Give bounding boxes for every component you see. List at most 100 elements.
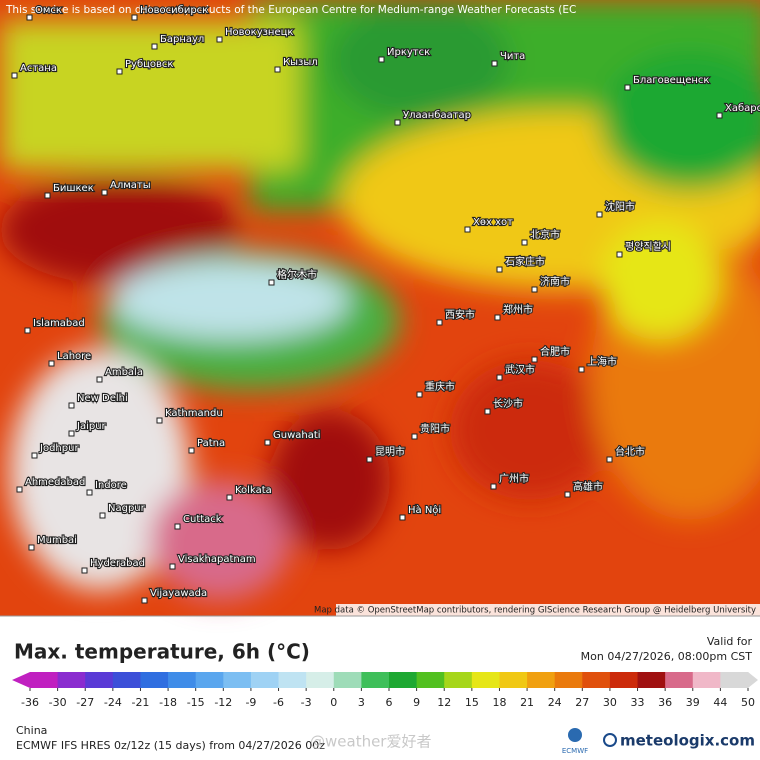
place-label: Улаанбаатар — [403, 110, 471, 121]
place-label: 昆明市 — [375, 445, 405, 458]
place-marker — [81, 567, 88, 574]
colorbar-tick-label: 44 — [713, 696, 727, 709]
colorbar-segment — [499, 672, 528, 688]
colorbar-tick-label: 12 — [437, 696, 451, 709]
brand: meteologix.com — [620, 732, 755, 750]
colorbar-end — [12, 672, 30, 688]
place-label: Guwahati — [273, 430, 321, 441]
colorbar-segment — [57, 672, 86, 688]
brand-logo — [603, 733, 617, 747]
place-label: Новокузнецк — [225, 27, 293, 38]
colorbar: -36 -30 -27 -24 -21 -18 -15 -12 -9 -6 -3 0 3 6 9 12 15 18… — [12, 672, 758, 709]
notice: This service is based on data and produc… — [5, 4, 576, 16]
map: This service is based on data and produc… — [0, 0, 760, 616]
watermark: @weather爱好者 — [310, 733, 431, 751]
place-marker — [141, 597, 148, 604]
place-marker — [411, 433, 418, 440]
place-label: Хабаровск — [725, 103, 760, 114]
place-marker — [44, 192, 51, 199]
colorbar-segment — [416, 672, 445, 688]
place-marker — [268, 279, 275, 286]
place-label: 沈阳市 — [605, 200, 635, 213]
colorbar-segment — [85, 672, 114, 688]
place-marker — [264, 439, 271, 446]
place-label: Ahmedabad — [25, 477, 85, 488]
place-marker — [116, 68, 123, 75]
place-label: 上海市 — [587, 355, 617, 368]
place-marker — [274, 66, 281, 73]
colorbar-segment — [140, 672, 169, 688]
place-label: Jaipur — [76, 421, 107, 432]
valid-label: Valid for — [707, 635, 753, 648]
colorbar-tick-label: -30 — [49, 696, 67, 709]
place-marker — [11, 72, 18, 79]
colorbar-tick-label: 27 — [575, 696, 589, 709]
place-marker — [484, 408, 491, 415]
place-marker — [16, 486, 23, 493]
place-label: Рубцовск — [125, 59, 173, 70]
colorbar-tick-label: 3 — [358, 696, 365, 709]
colorbar-segment — [609, 672, 639, 688]
region: China — [16, 724, 47, 737]
place-label: Mumbai — [37, 535, 77, 546]
place-marker — [531, 356, 538, 363]
place-marker — [464, 226, 471, 233]
place-marker — [216, 36, 223, 43]
colorbar-segment — [554, 672, 583, 688]
colorbar-tick-label: 33 — [631, 696, 645, 709]
place-label: 合肥市 — [540, 345, 570, 358]
place-label: 西安市 — [445, 308, 475, 321]
place-label: Хөх хот — [473, 217, 513, 228]
place-marker — [68, 402, 75, 409]
place-marker — [174, 523, 181, 530]
place-marker — [101, 189, 108, 196]
colorbar-segment — [665, 672, 694, 688]
place-label: Indore — [95, 480, 127, 491]
colorbar-tick-label: -18 — [159, 696, 177, 709]
place-label: Nagpur — [108, 503, 146, 514]
place-label: Омск — [35, 5, 62, 16]
ecmwf-label: ECMWF — [562, 747, 588, 755]
place-marker — [716, 112, 723, 119]
colorbar-tick-label: 0 — [330, 696, 337, 709]
place-marker — [578, 366, 585, 373]
place-label: Ambala — [105, 367, 143, 378]
colorbar-tick-label: 21 — [520, 696, 534, 709]
place-label: Visakhapatnam — [178, 554, 256, 565]
colorbar-tick-label: 9 — [413, 696, 420, 709]
colorbar-tick-label: 18 — [492, 696, 506, 709]
colorbar-tick-label: 6 — [386, 696, 393, 709]
colorbar-tick-label: -21 — [131, 696, 149, 709]
place-marker — [28, 544, 35, 551]
colorbar-tick-label: -12 — [214, 696, 232, 709]
place-marker — [616, 251, 623, 258]
colorbar-tick-label: -3 — [301, 696, 312, 709]
colorbar-segment — [444, 672, 473, 688]
colorbar-segment — [112, 672, 141, 688]
colorbar-tick-label: -9 — [245, 696, 256, 709]
place-label: Барнаул — [160, 34, 204, 45]
place-marker — [496, 266, 503, 273]
title: Max. temperature, 6h (°C) — [14, 640, 310, 664]
colorbar-tick-label: 24 — [548, 696, 562, 709]
place-marker — [96, 376, 103, 383]
colorbar-tick-label: 15 — [465, 696, 479, 709]
place-marker — [436, 319, 443, 326]
place-label: 长沙市 — [493, 397, 523, 410]
place-marker — [24, 327, 31, 334]
place-label: 郑州市 — [503, 303, 533, 316]
place-label: 重庆市 — [425, 380, 455, 393]
place-label: 北京市 — [530, 228, 560, 241]
colorbar-tick-label: 30 — [603, 696, 617, 709]
colorbar-segment — [250, 672, 280, 688]
colorbar-segment — [168, 672, 197, 688]
place-marker — [366, 456, 373, 463]
place-marker — [624, 84, 631, 91]
place-label: Lahore — [57, 351, 91, 362]
place-marker — [188, 447, 195, 454]
colorbar-segment — [582, 672, 611, 688]
place-label: Hyderabad — [90, 558, 145, 569]
place-marker — [68, 430, 75, 437]
colorbar-segment — [692, 672, 721, 688]
